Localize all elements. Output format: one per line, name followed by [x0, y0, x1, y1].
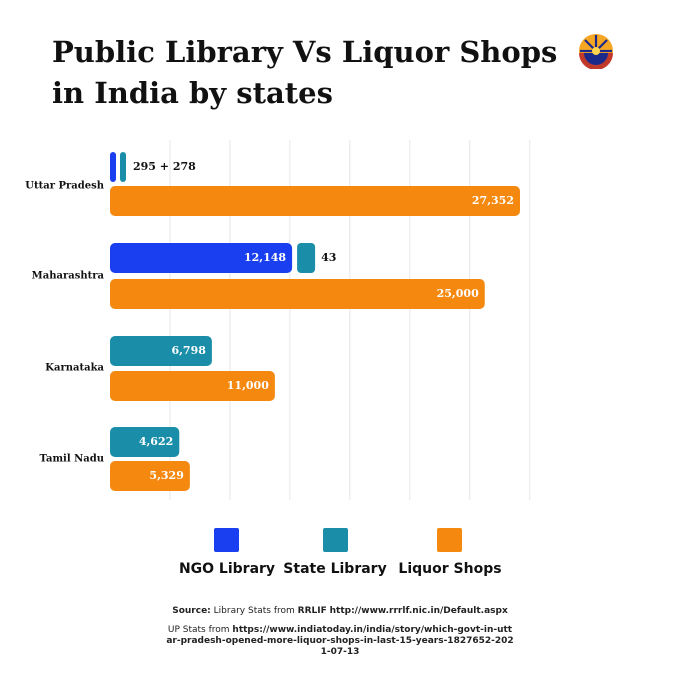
chart-title: Public Library Vs Liquor Shops in India … — [52, 32, 572, 114]
source-line-1: Source: Library Stats from RRLIF http://… — [0, 606, 680, 617]
data-label: 295 + 278 — [133, 160, 196, 173]
category-label: Maharashtra — [32, 271, 105, 282]
bar-liquor-shops — [110, 279, 485, 309]
data-label: 6,798 — [171, 344, 206, 357]
bar-ngo-library — [110, 243, 293, 273]
source-label: Source: — [172, 606, 211, 616]
source-url-2[interactable]: https://www.indiatoday.in/india/story/wh… — [166, 625, 514, 657]
source-text-1: Library Stats from — [213, 606, 295, 616]
category-label: Karnataka — [45, 363, 104, 374]
sunburst-logo-icon — [579, 34, 613, 69]
data-label: 12,148 — [244, 251, 286, 264]
legend-label-ngo: NGO Library — [178, 561, 276, 577]
bar-ngo-library — [110, 152, 116, 182]
legend-label-state: State Library — [283, 561, 387, 577]
source-org: RRLIF — [297, 606, 327, 616]
legend-swatch-ngo — [214, 528, 239, 552]
data-label: 27,352 — [472, 194, 514, 207]
bar-liquor-shops — [110, 461, 190, 491]
bar-state-library — [110, 336, 212, 366]
category-label: Tamil Nadu — [39, 454, 104, 465]
legend-swatch-liquor — [437, 528, 462, 552]
data-label: 11,000 — [227, 379, 269, 392]
source-text-2: UP Stats from — [167, 625, 230, 635]
source-url-1[interactable]: http://www.rrrlf.nic.in/Default.aspx — [329, 606, 508, 616]
bar-chart: Uttar Pradesh 295 + 278 27,352 Maharashtra 1… — [25, 140, 531, 500]
title-line-2: in India by states — [52, 76, 333, 110]
legend: NGO Library State Library Liquor Shops — [0, 528, 680, 583]
legend-swatch-state — [323, 528, 348, 552]
data-label: 5,329 — [149, 469, 183, 482]
bar-liquor-shops — [110, 186, 520, 216]
title-line-1: Public Library Vs Liquor Shops — [52, 35, 558, 69]
data-label: 4,622 — [139, 435, 173, 448]
bar-state-library — [120, 152, 126, 182]
bar-state-library — [297, 243, 316, 273]
data-label: 43 — [321, 251, 336, 264]
bar-liquor-shops — [110, 371, 275, 401]
legend-label-liquor: Liquor Shops — [398, 561, 502, 577]
bar-state-library — [110, 427, 180, 457]
source-note: Source: Library Stats from RRLIF http://… — [0, 606, 680, 658]
data-label: 25,000 — [437, 287, 479, 300]
category-label: Uttar Pradesh — [25, 181, 104, 192]
source-line-2: UP Stats from https://www.indiatoday.in/… — [165, 625, 515, 658]
